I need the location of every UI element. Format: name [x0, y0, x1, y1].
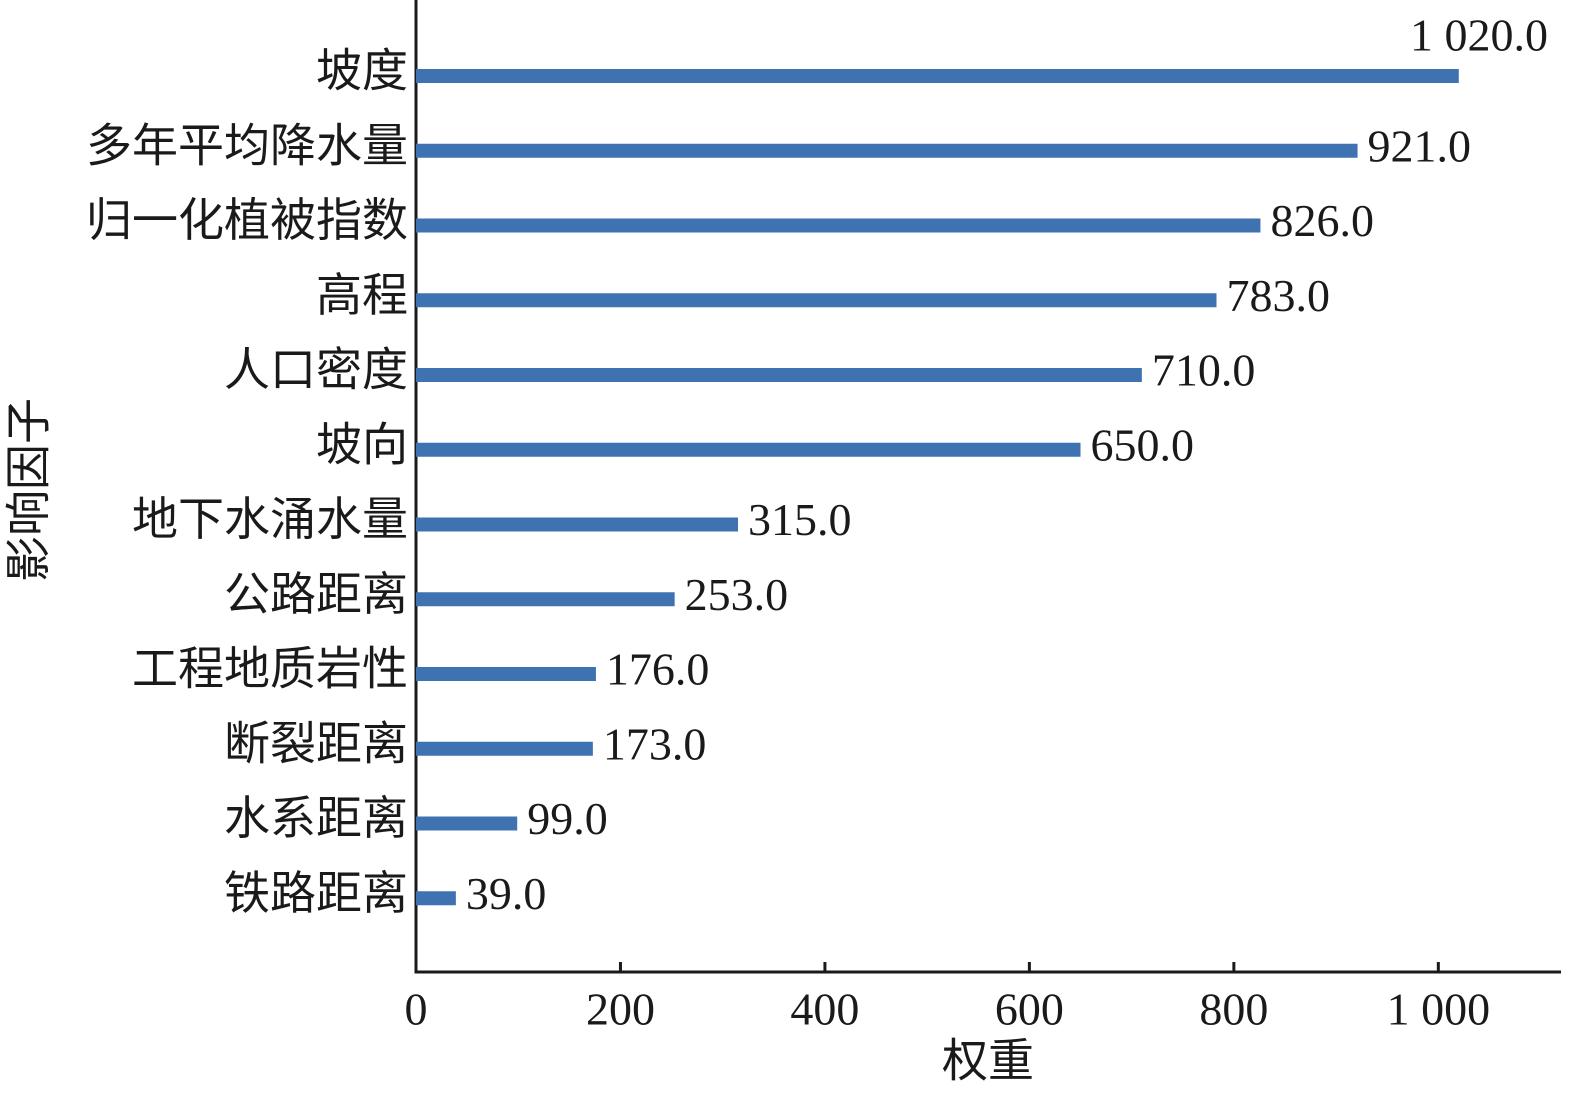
y-tick-label: 地下水涌水量	[132, 494, 408, 545]
value-label: 99.0	[527, 793, 608, 844]
x-tick-label: 200	[586, 984, 655, 1035]
bar	[416, 293, 1217, 308]
y-tick-label: 人口密度	[224, 345, 408, 396]
x-tick-label: 0	[405, 984, 428, 1035]
bar	[416, 741, 593, 756]
value-label: 176.0	[606, 644, 710, 695]
value-label: 783.0	[1226, 270, 1330, 321]
bar	[416, 442, 1081, 457]
bar	[416, 368, 1142, 382]
x-axis-title: 权重	[942, 1036, 1034, 1087]
value-label: 173.0	[603, 718, 707, 769]
y-tick-label: 断裂距离	[224, 718, 408, 769]
value-label: 650.0	[1091, 419, 1195, 470]
x-tick-label: 600	[995, 984, 1064, 1035]
value-label: 1 020.0	[1410, 10, 1548, 61]
y-tick-label: 坡向	[316, 419, 408, 470]
y-axis-title: 影响因子	[4, 398, 55, 582]
bar	[416, 218, 1261, 233]
y-tick-label: 工程地质岩性	[132, 644, 408, 695]
y-tick-label: 归一化植被指数	[86, 195, 408, 246]
value-label: 315.0	[748, 494, 852, 545]
bar	[416, 69, 1459, 83]
value-label: 253.0	[685, 569, 789, 620]
value-label: 710.0	[1152, 345, 1256, 396]
bar	[416, 517, 739, 532]
bar	[416, 143, 1358, 158]
bar	[416, 592, 675, 607]
bar	[416, 891, 456, 906]
y-tick-label: 多年平均降水量	[86, 120, 408, 171]
y-tick-label: 铁路距离	[224, 868, 408, 919]
value-label: 39.0	[466, 868, 547, 919]
y-tick-label: 坡度	[316, 46, 408, 97]
x-tick-label: 1 000	[1387, 984, 1491, 1035]
bar	[416, 816, 518, 831]
x-tick-label: 400	[790, 984, 859, 1035]
value-label: 826.0	[1270, 195, 1374, 246]
y-tick-label: 公路距离	[224, 569, 408, 620]
y-tick-label: 高程	[316, 270, 408, 321]
y-tick-label: 水系距离	[224, 793, 408, 844]
value-label: 921.0	[1368, 120, 1472, 171]
bar	[416, 667, 596, 681]
x-tick-label: 800	[1199, 984, 1268, 1035]
